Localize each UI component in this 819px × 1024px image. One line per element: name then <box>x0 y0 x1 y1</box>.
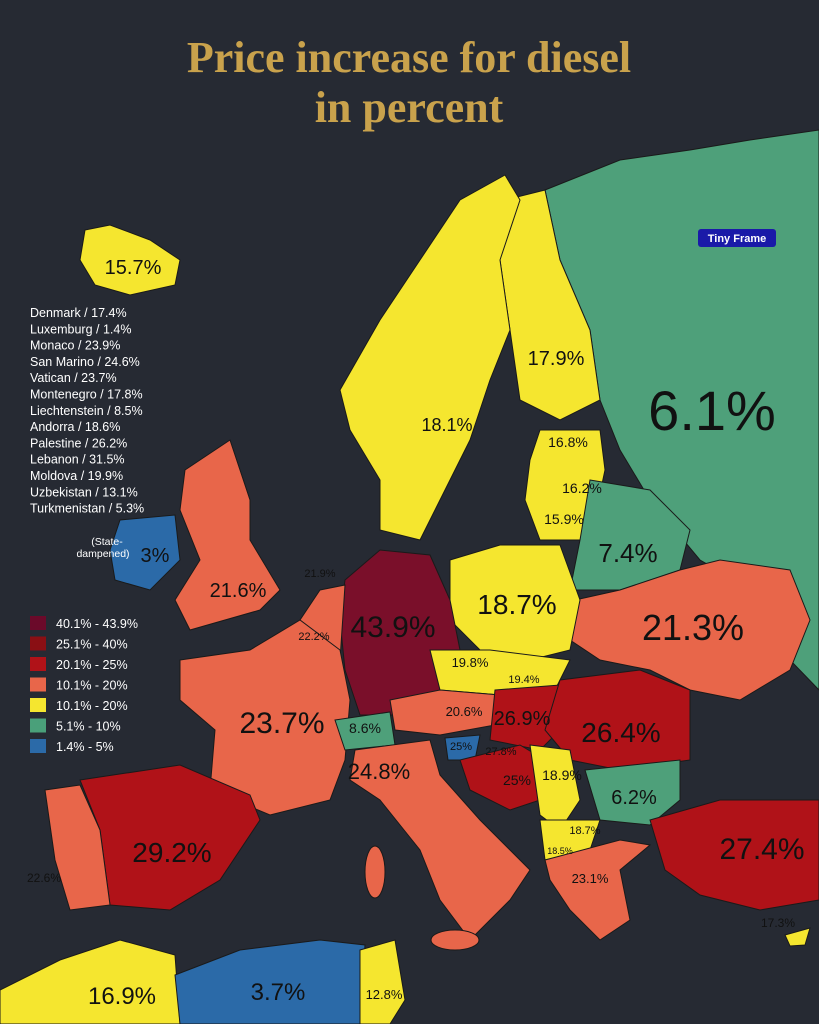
map-label: 3.7% <box>251 979 306 1006</box>
title: in percent <box>315 83 504 132</box>
land <box>0 129 819 1024</box>
map-label: 16.2% <box>562 480 602 496</box>
list-item: Luxemburg / 1.4% <box>30 322 131 336</box>
map-label: 27.4% <box>719 833 804 866</box>
map-label: 22.2% <box>298 631 329 643</box>
legend-label: 10.1% - 20% <box>56 699 128 713</box>
map-label: 7.4% <box>598 538 657 568</box>
map-label: 18.7% <box>569 825 600 837</box>
legend-label: 25.1% - 40% <box>56 638 128 652</box>
map-label: 19.4% <box>508 674 539 686</box>
list-item: Andorra / 18.6% <box>30 420 120 434</box>
map-label: 3% <box>141 545 170 567</box>
note: (State- <box>91 536 123 548</box>
legend-label: 1.4% - 5% <box>56 740 114 754</box>
map-label: 16.9% <box>88 983 156 1010</box>
list-item: Liechtenstein / 8.5% <box>30 404 143 418</box>
map-label: 16.8% <box>548 434 588 450</box>
legend-label: 10.1% - 20% <box>56 679 128 693</box>
legend-swatch <box>30 718 46 733</box>
legend-swatch <box>30 698 46 712</box>
map-label: 23.1% <box>572 871 609 886</box>
map-label: 29.2% <box>132 837 211 868</box>
list-item: Monaco / 23.9% <box>30 339 120 353</box>
legend-label: 20.1% - 25% <box>56 658 128 672</box>
map-label: 23.7% <box>239 707 324 740</box>
list-item: Denmark / 17.4% <box>30 306 127 320</box>
map-label: 22.6% <box>27 871 61 885</box>
map-label: 18.1% <box>421 415 472 435</box>
map-label: 19.8% <box>452 655 489 670</box>
map-label: 43.9% <box>350 611 435 644</box>
map-label: 18.5% <box>547 846 573 856</box>
map-label: 18.7% <box>477 589 556 620</box>
note: dampened) <box>76 548 129 560</box>
badge-box <box>698 229 776 247</box>
map-label: 20.6% <box>446 704 483 719</box>
list-item: Montenegro / 17.8% <box>30 388 143 402</box>
map-label: 27.8% <box>485 746 516 758</box>
legend-swatch <box>30 739 46 753</box>
map-label: 21.9% <box>304 568 335 580</box>
side-list: Denmark / 17.4% Luxemburg / 1.4% Monaco / … <box>30 306 144 516</box>
map-label: 26.4% <box>581 717 660 748</box>
map-label: 15.9% <box>544 511 584 527</box>
list-item: Vatican / 23.7% <box>30 371 117 385</box>
list-item: Moldova / 19.9% <box>30 469 123 483</box>
list-item: Turkmenistan / 5.3% <box>30 502 144 516</box>
legend-label: 5.1% - 10% <box>56 720 121 734</box>
list-item: Uzbekistan / 13.1% <box>30 485 138 499</box>
map-label: 18.9% <box>542 767 582 783</box>
legend-swatch <box>30 636 46 651</box>
legend: 40.1% - 43.9% 25.1% - 40% 20.1% - 25% 10.1%… <box>30 616 138 754</box>
list-item: Lebanon / 31.5% <box>30 453 125 467</box>
title: Price increase for diesel <box>187 33 631 82</box>
map-label: 21.3% <box>642 607 744 648</box>
map-label: 15.7% <box>105 257 162 279</box>
map-label: 25% <box>503 772 531 788</box>
map-label: 17.9% <box>528 348 585 370</box>
map-label: 21.6% <box>210 580 267 602</box>
legend-swatch <box>30 677 46 692</box>
legend-label: 40.1% - 43.9% <box>56 617 138 631</box>
map-label: 24.8% <box>348 759 410 784</box>
map-labels: 15.7% 17.9% 6.1% 18.1% 16.8% 16.2% 15.9% 7.4% 3%… <box>27 257 805 1010</box>
legend-swatch <box>30 616 46 630</box>
map-label: 17.3% <box>761 916 795 930</box>
map-label: 8.6% <box>349 720 381 736</box>
map-label: 25% <box>450 741 472 753</box>
map-label: 12.8% <box>366 987 403 1002</box>
list-item: San Marino / 24.6% <box>30 355 140 369</box>
badge: Tiny Frame <box>708 233 767 245</box>
list-item: Palestine / 26.2% <box>30 436 127 450</box>
map-label: 26.9% <box>494 708 551 730</box>
legend-swatch <box>30 657 46 671</box>
map-label: 6.2% <box>611 787 657 809</box>
map-label: 6.1% <box>648 379 776 442</box>
